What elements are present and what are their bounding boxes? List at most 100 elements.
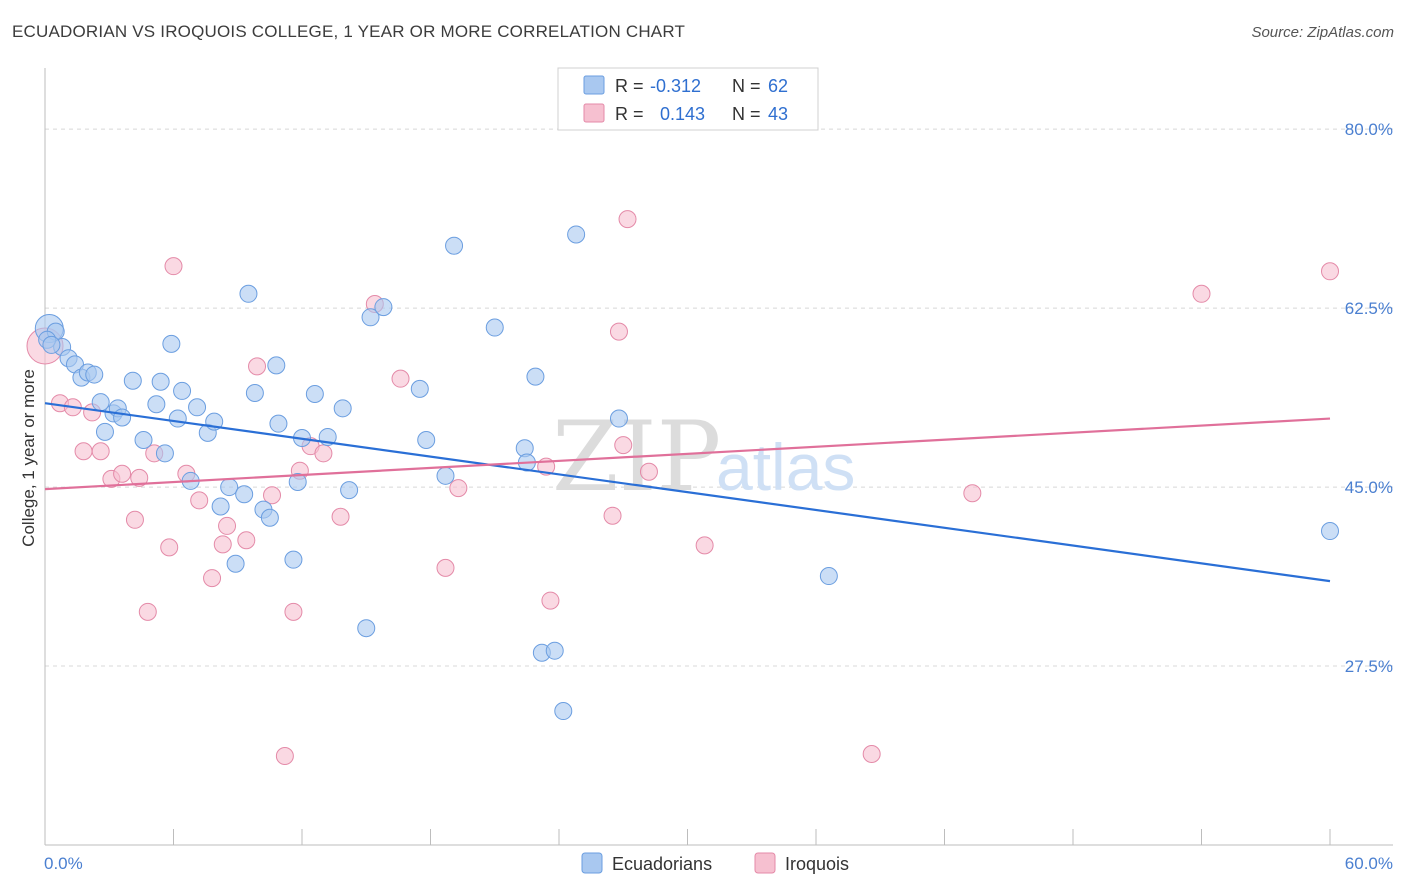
y-tick-label: 62.5% — [1345, 299, 1393, 318]
legend-r-label: R = — [615, 76, 644, 96]
iroquois-point — [541, 591, 560, 610]
iroquois-point — [190, 491, 209, 510]
legend-swatch-pink — [583, 103, 605, 123]
ecuadorian-point — [85, 365, 104, 384]
legend-r-value: 0.143 — [660, 104, 705, 124]
ecuadorian-point — [134, 431, 153, 450]
ecuadorian-point — [545, 641, 564, 660]
legend-r-label: R = — [615, 104, 644, 124]
ecuadorian-point — [245, 383, 264, 402]
iroquois-point — [449, 479, 468, 498]
ecuadorian-point — [155, 444, 174, 463]
x-tick-label: 60.0% — [1345, 854, 1393, 873]
ecuadorian-point — [361, 308, 380, 327]
y-tick-label: 27.5% — [1345, 657, 1393, 676]
iroquois-point — [113, 464, 132, 483]
iroquois-point — [237, 531, 256, 550]
iroquois-point — [203, 569, 222, 588]
tick-labels: 80.0% 62.5% 45.0% 27.5% 0.0% 60.0% — [44, 120, 1393, 873]
bottom-legend-swatch-blue — [581, 852, 603, 874]
iroquois-point — [1192, 284, 1211, 303]
iroquois-point — [862, 744, 881, 763]
ecuadorian-point — [1321, 522, 1339, 541]
ecuadorian-point — [374, 298, 393, 317]
iroquois-point — [263, 486, 282, 505]
ecuadorian-point — [305, 385, 324, 404]
iroquois-point — [91, 442, 110, 461]
iroquois-point — [695, 536, 714, 555]
iroquois-point — [284, 602, 303, 621]
ecuadorian-trend-line — [44, 402, 1331, 583]
ecuadorian-point — [340, 481, 359, 500]
ecuadorian-point — [485, 318, 504, 337]
ecuadorian-point — [211, 497, 230, 516]
chart-title: ECUADORIAN VS IROQUOIS COLLEGE, 1 YEAR O… — [12, 22, 686, 41]
legend-n-value: 43 — [768, 104, 788, 124]
legend-n-label: N = — [732, 104, 761, 124]
ecuadorian-point — [123, 371, 142, 390]
iroquois-point — [130, 468, 149, 487]
iroquois-point — [391, 369, 410, 388]
ecuadorian-points — [34, 225, 1339, 721]
legend-n-label: N = — [732, 76, 761, 96]
iroquois-point — [614, 436, 633, 455]
ecuadorian-point — [235, 485, 254, 504]
legend-box: R = -0.312 N = 62 R = 0.143 N = 43 — [557, 67, 819, 131]
bottom-legend-swatch-pink — [754, 852, 776, 874]
ecuadorian-point — [151, 372, 170, 391]
iroquois-point — [963, 484, 982, 503]
ecuadorian-point — [168, 409, 187, 428]
ecuadorian-point — [417, 431, 436, 450]
ecuadorian-point — [267, 356, 286, 375]
iroquois-point — [1321, 262, 1339, 281]
iroquois-point — [331, 507, 350, 526]
bottom-legend-label: Ecuadorians — [612, 854, 712, 874]
x-tick-label: 0.0% — [44, 854, 83, 873]
iroquois-point — [618, 210, 637, 229]
iroquois-point — [603, 506, 622, 525]
iroquois-point — [138, 602, 157, 621]
bottom-legend: Ecuadorians Iroquois — [581, 852, 849, 874]
ecuadorian-point — [95, 422, 114, 441]
iroquois-point — [213, 535, 232, 554]
iroquois-point — [436, 558, 455, 577]
iroquois-point — [314, 444, 333, 463]
ecuadorian-point — [42, 335, 61, 354]
legend-r-value: -0.312 — [650, 76, 701, 96]
ecuadorian-point — [410, 379, 429, 398]
iroquois-point — [609, 322, 628, 341]
source-label: Source: ZipAtlas.com — [1251, 24, 1394, 41]
ecuadorian-point — [567, 225, 586, 244]
iroquois-point — [74, 442, 93, 461]
iroquois-point — [218, 516, 237, 535]
iroquois-point — [164, 257, 183, 276]
ecuadorian-point — [284, 550, 303, 569]
ecuadorian-point — [819, 567, 838, 586]
legend-n-value: 62 — [768, 76, 788, 96]
ecuadorian-point — [445, 236, 464, 255]
ecuadorian-point — [288, 472, 307, 491]
ecuadorian-point — [260, 508, 279, 527]
ecuadorian-point — [239, 284, 258, 303]
axes — [44, 68, 1393, 846]
ecuadorian-point — [357, 619, 376, 638]
ecuadorian-point — [147, 395, 166, 414]
ecuadorian-point — [269, 414, 288, 433]
ecuadorian-point — [436, 466, 455, 485]
ecuadorian-point — [609, 409, 628, 428]
ecuadorian-point — [113, 408, 132, 427]
ecuadorian-point — [220, 478, 239, 497]
iroquois-point — [160, 538, 179, 557]
watermark-atlas: atlas — [716, 430, 855, 504]
ecuadorian-point — [226, 554, 245, 573]
iroquois-point — [248, 357, 267, 376]
iroquois-trend-line — [44, 417, 1331, 491]
legend-swatch-blue — [583, 75, 605, 95]
ecuadorian-point — [554, 702, 573, 721]
iroquois-point — [275, 747, 294, 766]
ecuadorian-point — [162, 334, 181, 353]
ecuadorian-point — [333, 399, 352, 418]
iroquois-point — [639, 462, 658, 481]
iroquois-points — [26, 210, 1339, 766]
